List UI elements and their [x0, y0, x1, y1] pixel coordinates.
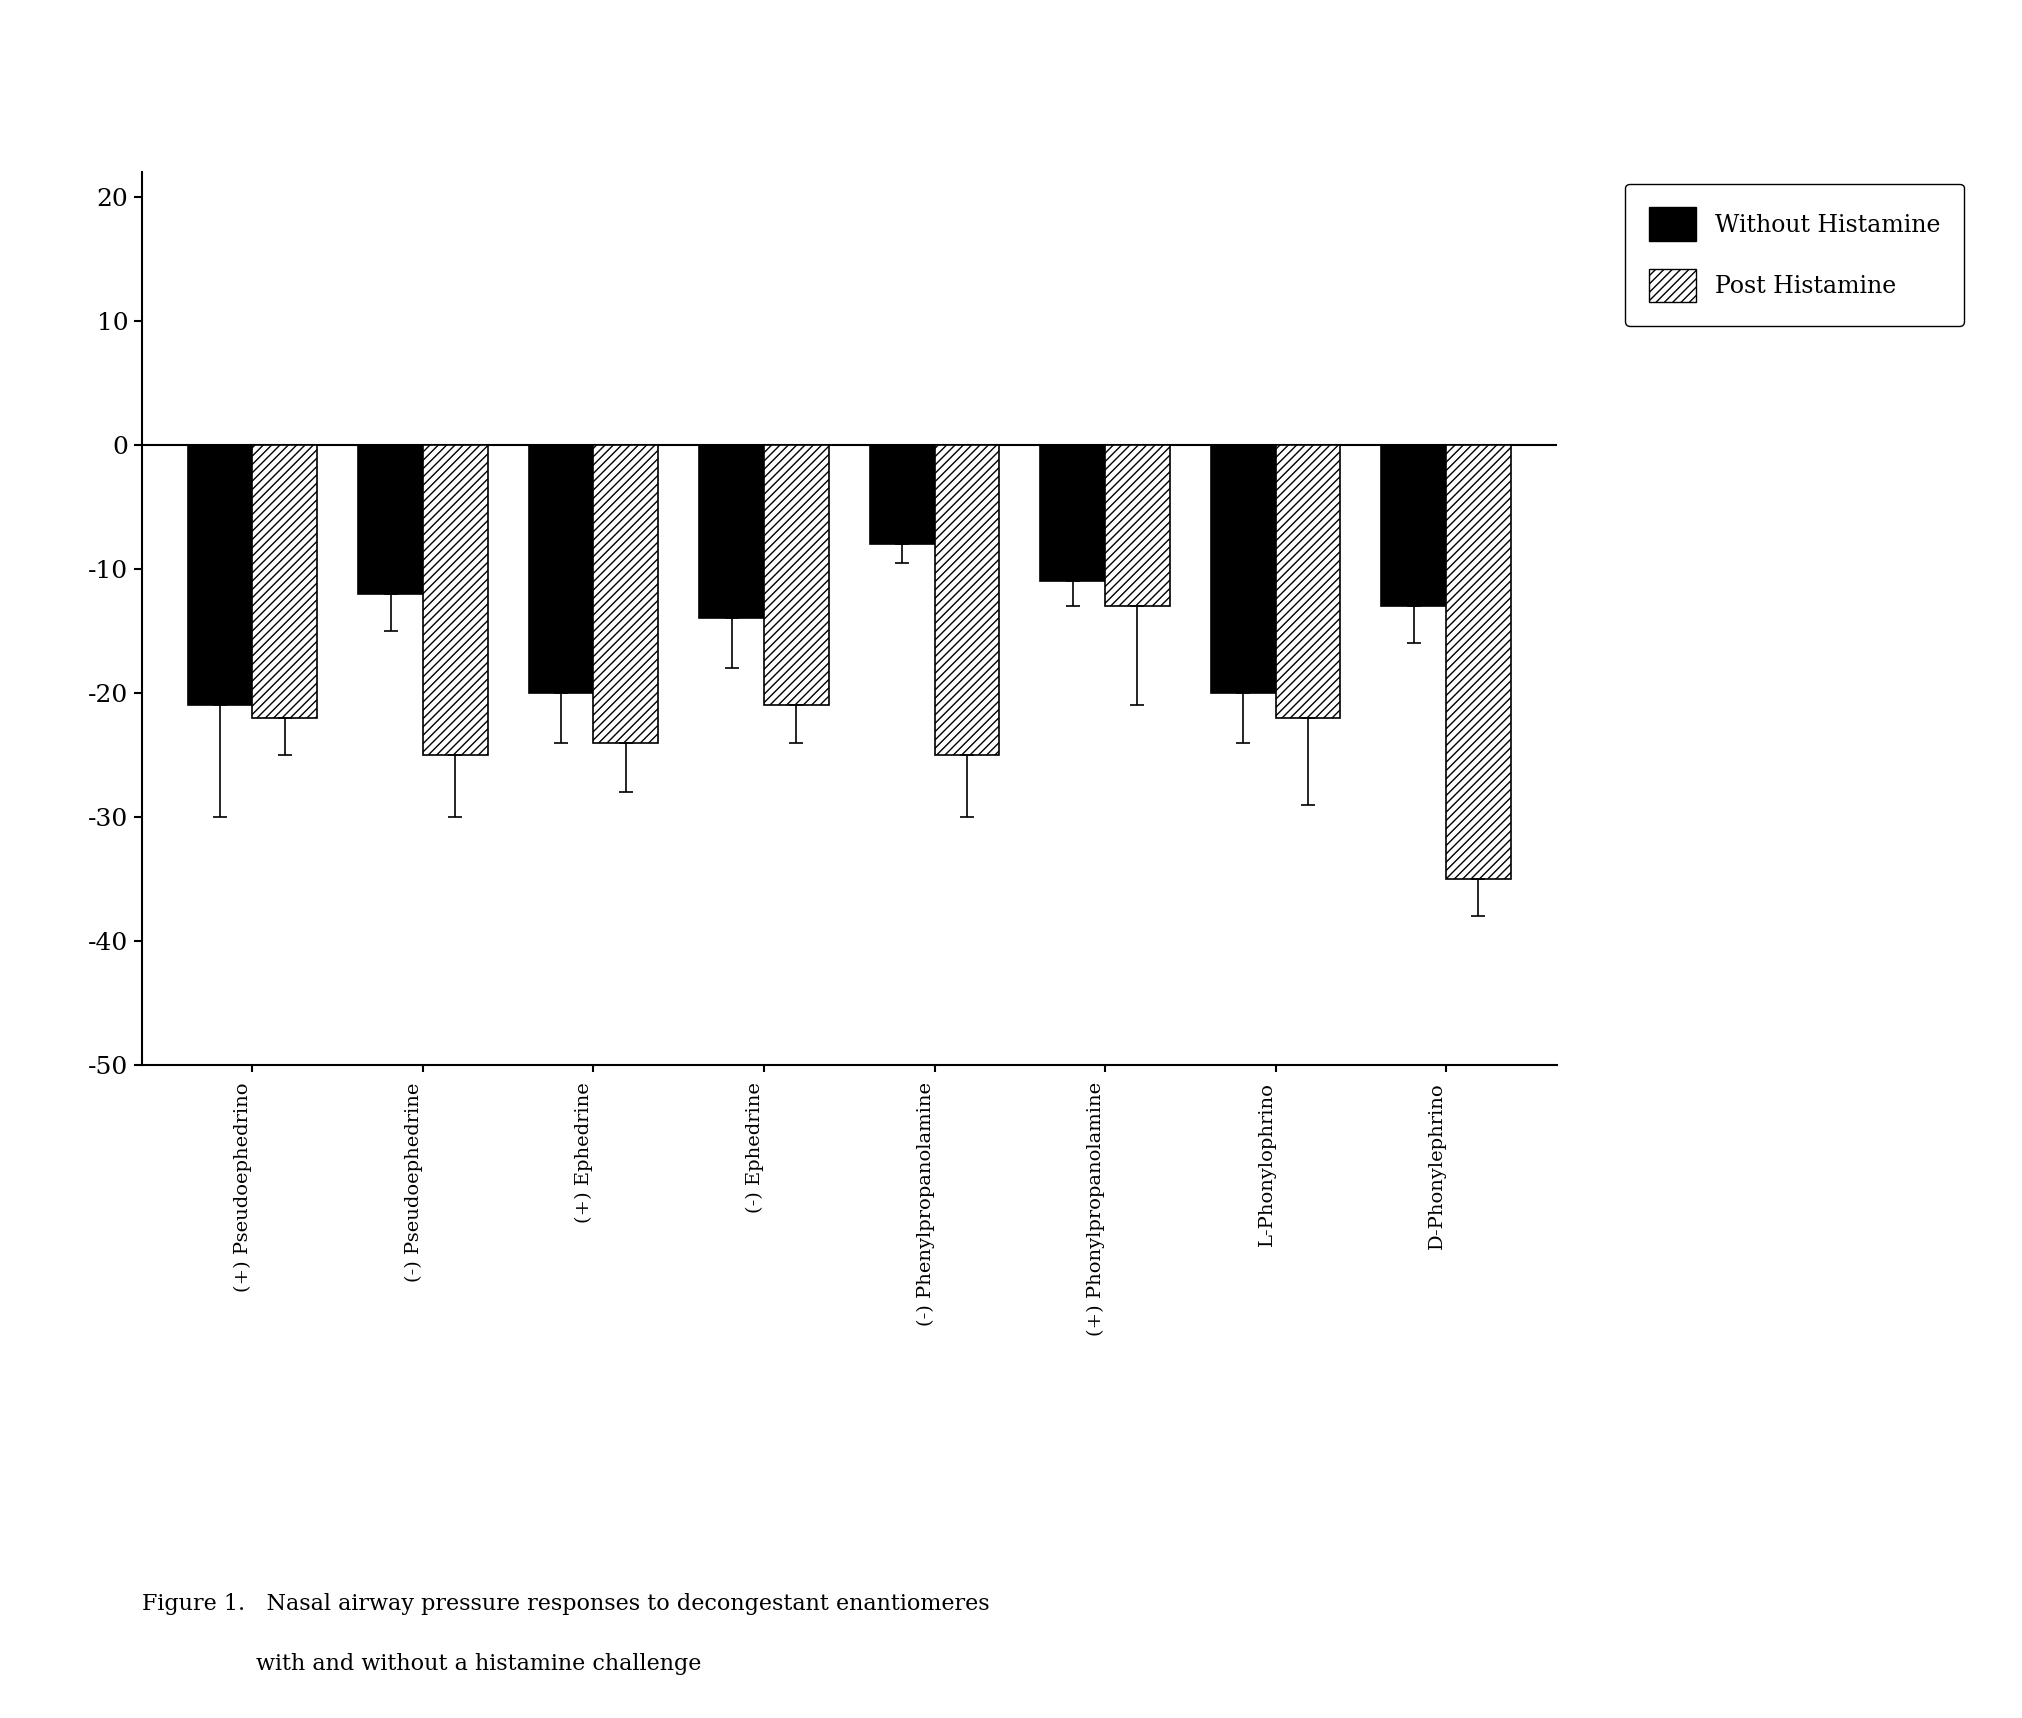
Text: (+) Ephedrine: (+) Ephedrine — [574, 1082, 592, 1223]
Text: L-Phonylophrino: L-Phonylophrino — [1258, 1082, 1276, 1246]
Text: (-) Phenylpropanolamine: (-) Phenylpropanolamine — [916, 1082, 934, 1326]
Legend: Without Histamine, Post Histamine: Without Histamine, Post Histamine — [1626, 184, 1963, 326]
Bar — [869, 445, 934, 545]
Bar — [934, 445, 999, 754]
Bar — [1381, 445, 1446, 606]
Text: with and without a histamine challenge: with and without a histamine challenge — [142, 1653, 702, 1675]
Text: Figure 1.   Nasal airway pressure responses to decongestant enantiomeres: Figure 1. Nasal airway pressure response… — [142, 1593, 989, 1615]
Text: D-Phonylephrino: D-Phonylephrino — [1428, 1082, 1446, 1249]
Bar — [764, 445, 829, 706]
Bar — [358, 445, 423, 594]
Bar — [528, 445, 592, 692]
Bar — [253, 445, 317, 718]
Bar — [700, 445, 764, 618]
Bar — [1446, 445, 1510, 880]
Bar — [188, 445, 253, 706]
Bar — [1276, 445, 1341, 718]
Bar — [592, 445, 659, 742]
Bar — [1039, 445, 1106, 581]
Bar — [1106, 445, 1171, 606]
Text: (-) Pseudoephedrine: (-) Pseudoephedrine — [404, 1082, 423, 1282]
Bar — [1211, 445, 1276, 692]
Bar — [423, 445, 487, 754]
Text: (-) Ephedrine: (-) Ephedrine — [746, 1082, 764, 1213]
Text: (+) Pseudoephedrino: (+) Pseudoephedrino — [235, 1082, 253, 1292]
Text: (+) Phonylpropanolamine: (+) Phonylpropanolamine — [1086, 1082, 1106, 1337]
